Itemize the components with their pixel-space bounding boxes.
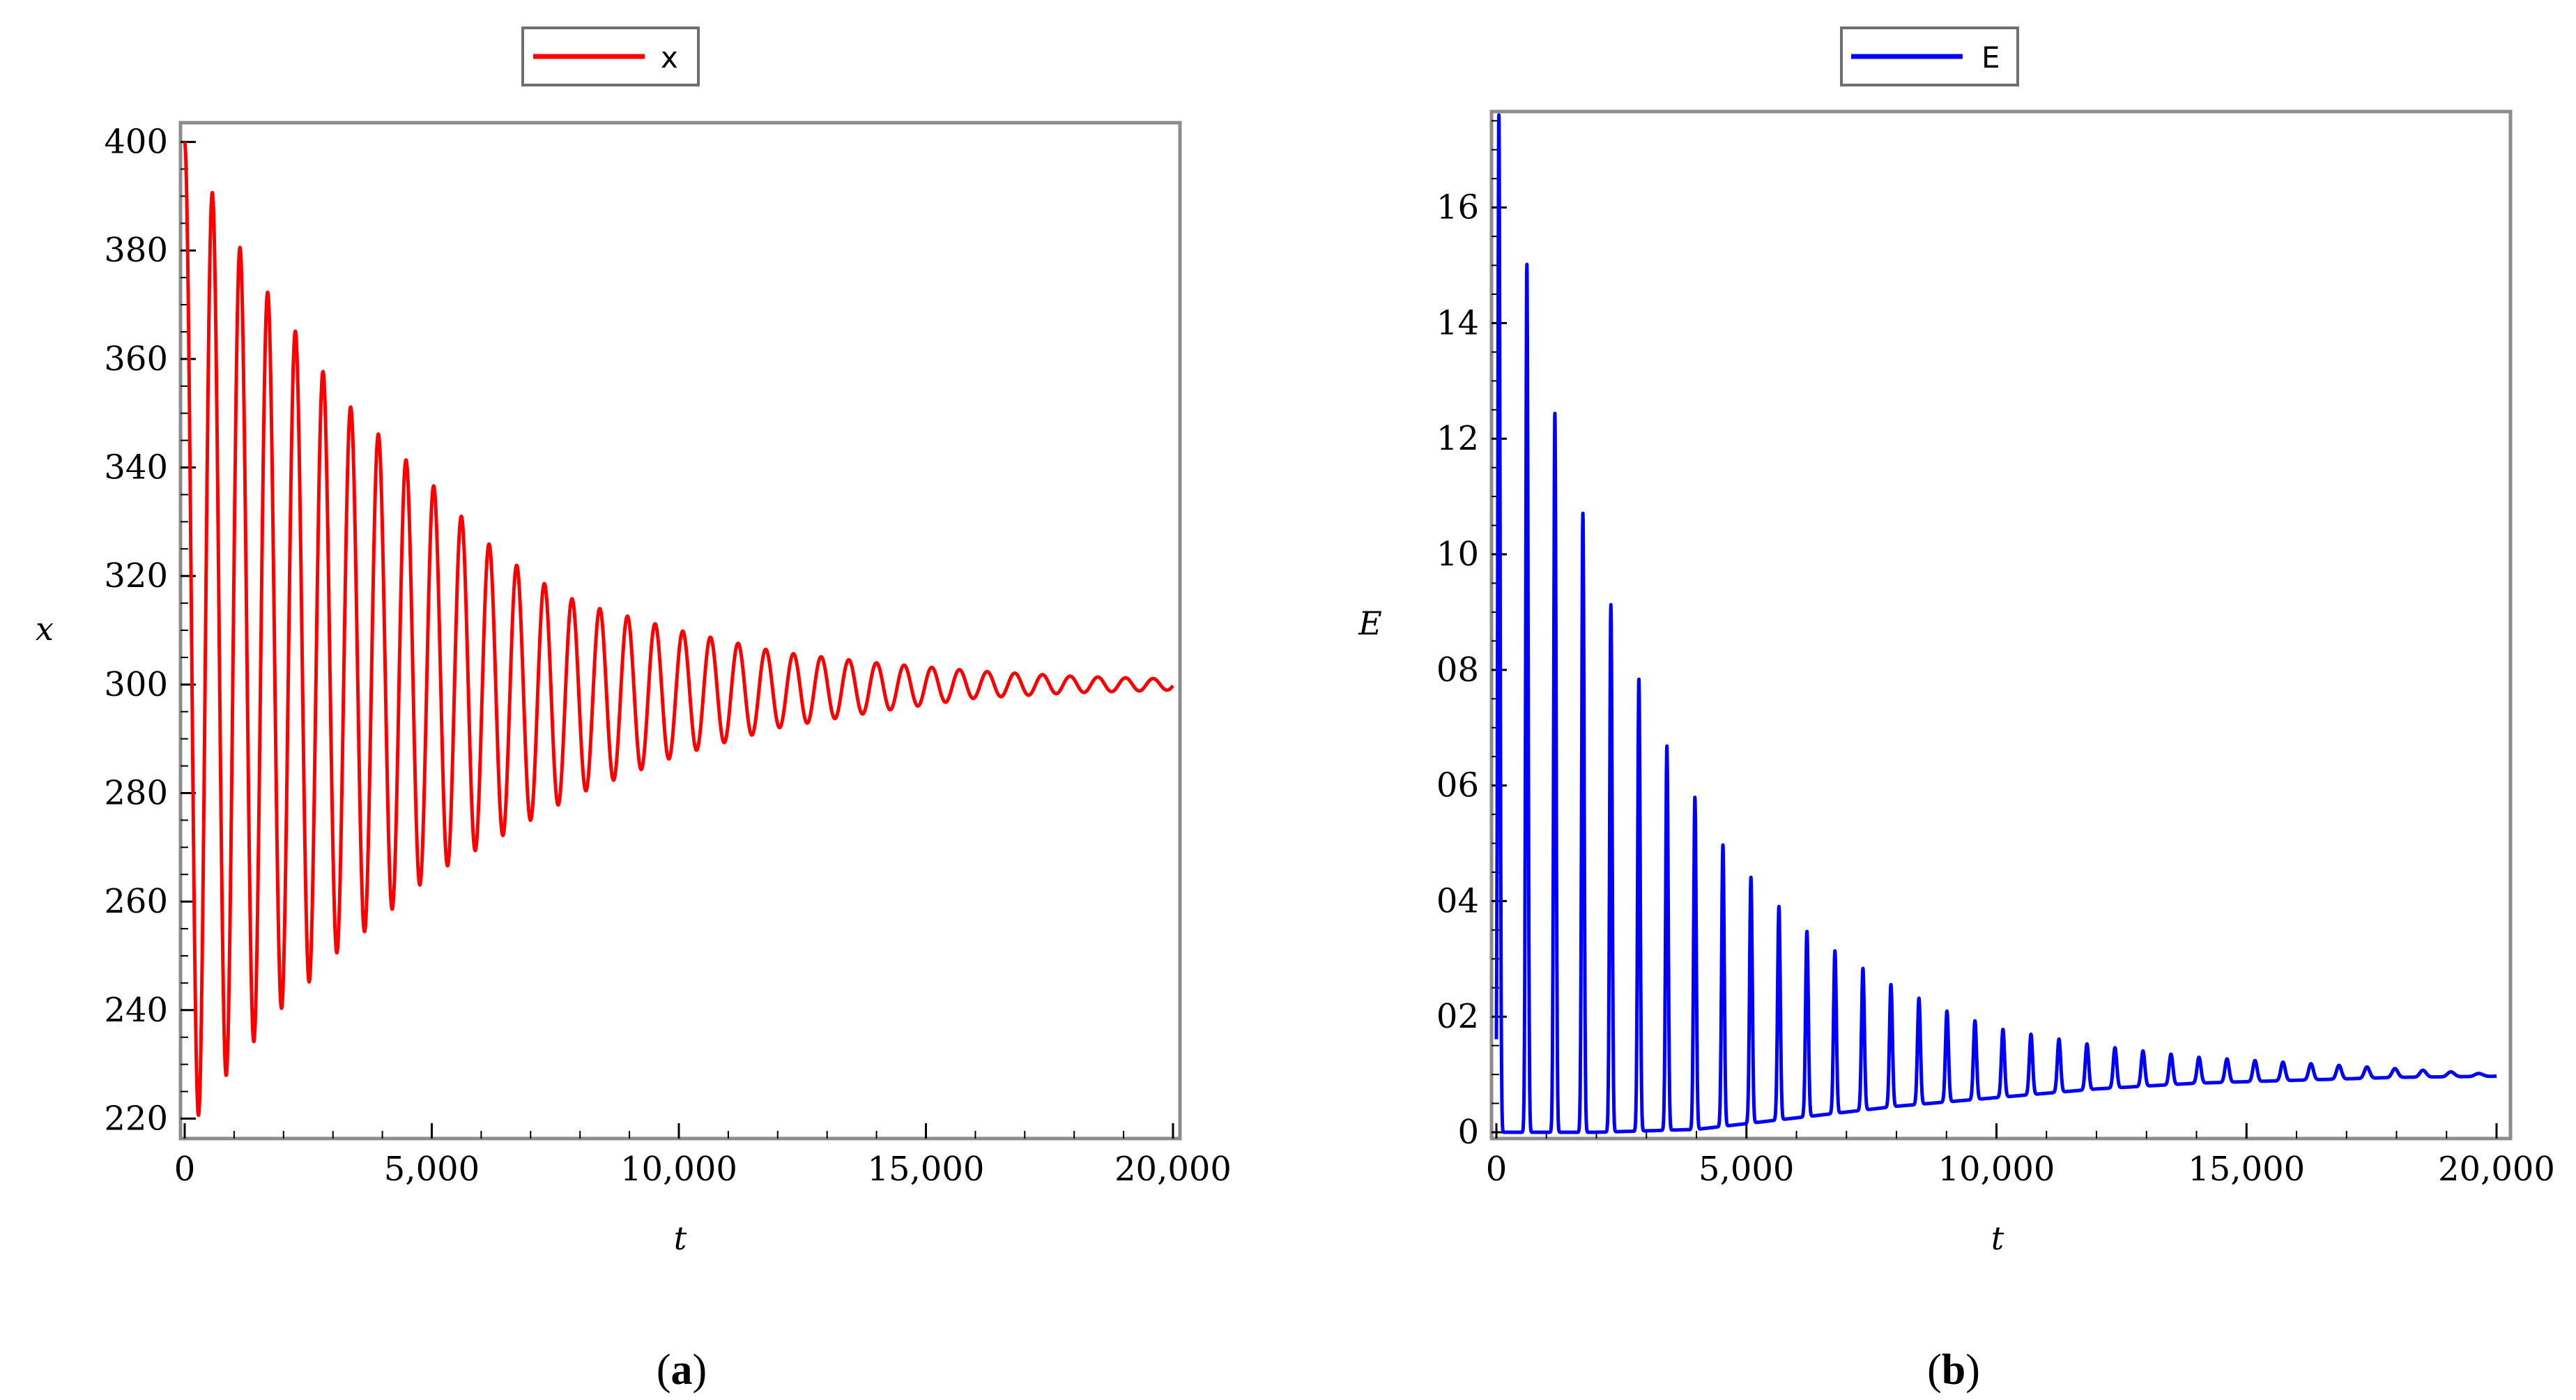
y-axis-label-b: E <box>1358 604 1382 642</box>
x-tick-label-b-2: 10,000 <box>1938 1150 2055 1189</box>
y-axis-label-a: x <box>36 610 54 648</box>
plot-frame-b <box>1489 109 2513 1141</box>
y-tick-label-a-4: 300 <box>104 665 168 704</box>
x-tick-label-a-1: 5,000 <box>384 1150 480 1189</box>
legend-a: x <box>521 26 700 86</box>
y-tick-label-a-5: 320 <box>104 556 168 595</box>
x-tick-label-b-4: 20,000 <box>2438 1150 2555 1189</box>
tick-labels-a: 0 5,000 10,000 15,000 20,000 220 240 260 280 300 3… <box>104 123 1232 1189</box>
y-tick-label-b-8: 16 <box>1436 188 1479 227</box>
x-tick-label-b-3: 15,000 <box>2188 1150 2305 1189</box>
caption-a-open: ( <box>657 1346 671 1394</box>
y-tick-label-b-4: 08 <box>1436 650 1479 690</box>
x-tick-label-b-1: 5,000 <box>1699 1150 1794 1189</box>
y-tick-label-a-1: 240 <box>104 991 168 1030</box>
legend-b: E <box>1840 26 2019 86</box>
legend-label-x: x <box>661 40 678 75</box>
x-tick-label-a-2: 10,000 <box>620 1150 737 1189</box>
y-tick-label-b-1: 02 <box>1436 997 1479 1036</box>
series-line-E <box>1494 113 2499 1134</box>
y-tick-label-a-6: 340 <box>104 448 168 487</box>
caption-b-letter: b <box>1942 1346 1965 1394</box>
x-axis-label-b: t <box>1991 1219 2004 1257</box>
caption-a-close: ) <box>693 1346 707 1394</box>
y-tick-label-b-2: 04 <box>1436 881 1479 920</box>
y-tick-label-a-2: 260 <box>104 882 168 921</box>
caption-a-letter: a <box>671 1346 693 1394</box>
y-tick-label-b-0: 0 <box>1457 1113 1479 1152</box>
x-tick-label-b-0: 0 <box>1486 1150 1508 1189</box>
caption-a: (a) <box>657 1346 707 1394</box>
caption-b-open: ( <box>1927 1346 1942 1394</box>
x-tick-label-a-3: 15,000 <box>868 1150 985 1189</box>
series-a <box>183 141 1175 1117</box>
x-axis-label-a: t <box>674 1219 687 1257</box>
y-tick-label-a-3: 280 <box>104 773 168 812</box>
y-tick-label-a-0: 220 <box>104 1099 168 1138</box>
panel-a: 0 5,000 10,000 15,000 20,000 220 240 260 280 300 3… <box>36 26 1232 1394</box>
y-tick-label-a-7: 360 <box>104 340 168 379</box>
y-tick-label-b-7: 14 <box>1436 303 1479 342</box>
series-b <box>1494 113 2499 1134</box>
y-tick-label-b-5: 10 <box>1436 535 1479 574</box>
y-tick-label-b-3: 06 <box>1436 766 1479 805</box>
caption-b-close: ) <box>1965 1346 1980 1394</box>
tick-labels-b: 0 5,000 10,000 15,000 20,000 0 02 04 06 08 10 12 14 1… <box>1436 188 2555 1189</box>
legend-label-E: E <box>1981 40 2000 75</box>
x-tick-label-a-4: 20,000 <box>1114 1150 1232 1189</box>
y-tick-label-a-9: 400 <box>104 123 168 162</box>
y-tick-label-b-6: 12 <box>1436 419 1479 458</box>
y-tick-label-a-8: 380 <box>104 231 168 270</box>
caption-b: (b) <box>1927 1346 1980 1394</box>
panel-b: 0 5,000 10,000 15,000 20,000 0 02 04 06 08 10 12 14 1… <box>1358 26 2555 1394</box>
plot-frame-a <box>178 121 1182 1141</box>
x-tick-label-a-0: 0 <box>174 1150 196 1189</box>
series-line-x <box>183 141 1175 1117</box>
